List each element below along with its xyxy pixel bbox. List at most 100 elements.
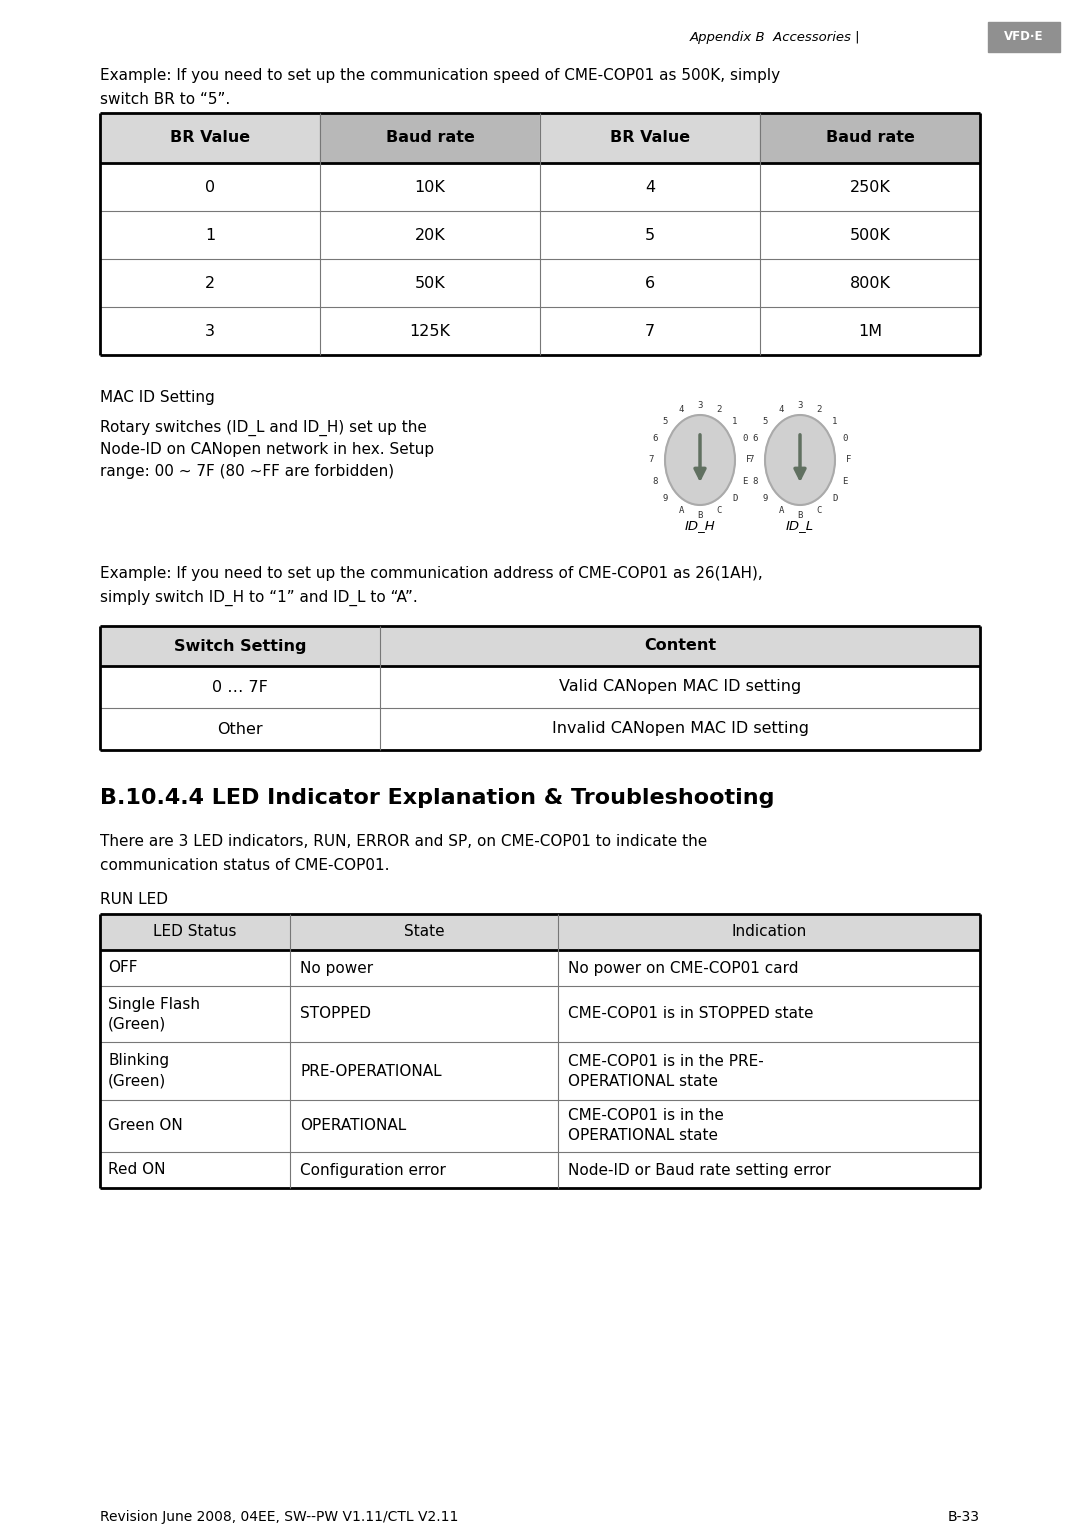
Text: D: D <box>732 494 738 503</box>
Text: 7: 7 <box>748 456 754 465</box>
Text: (Green): (Green) <box>108 1074 166 1089</box>
Text: There are 3 LED indicators, RUN, ERROR and SP, on CME-COP01 to indicate the: There are 3 LED indicators, RUN, ERROR a… <box>100 834 707 848</box>
Polygon shape <box>100 914 980 950</box>
Text: B-33: B-33 <box>948 1509 980 1523</box>
Text: 1: 1 <box>732 417 738 425</box>
Polygon shape <box>320 114 540 163</box>
Text: BR Value: BR Value <box>610 130 690 146</box>
Text: Red ON: Red ON <box>108 1163 165 1178</box>
Text: 125K: 125K <box>409 324 450 339</box>
Text: Invalid CANopen MAC ID setting: Invalid CANopen MAC ID setting <box>552 721 809 736</box>
Text: 800K: 800K <box>850 276 891 290</box>
Text: CME-COP01 is in STOPPED state: CME-COP01 is in STOPPED state <box>568 1006 813 1022</box>
Text: E: E <box>743 477 748 486</box>
Text: Blinking: Blinking <box>108 1054 170 1069</box>
Text: switch BR to “5”.: switch BR to “5”. <box>100 92 230 107</box>
Text: communication status of CME-COP01.: communication status of CME-COP01. <box>100 858 390 873</box>
Text: Valid CANopen MAC ID setting: Valid CANopen MAC ID setting <box>558 680 801 695</box>
Text: 4: 4 <box>779 405 784 414</box>
Text: 250K: 250K <box>850 179 890 195</box>
Text: (Green): (Green) <box>108 1017 166 1031</box>
Text: 2: 2 <box>816 405 822 414</box>
Text: range: 00 ~ 7F (80 ~FF are forbidden): range: 00 ~ 7F (80 ~FF are forbidden) <box>100 463 394 479</box>
Text: 0: 0 <box>743 434 748 443</box>
Text: 500K: 500K <box>850 227 890 242</box>
Text: RUN LED: RUN LED <box>100 891 168 907</box>
Text: 6: 6 <box>652 434 658 443</box>
Text: B: B <box>797 511 802 520</box>
Text: Example: If you need to set up the communication speed of CME-COP01 as 500K, sim: Example: If you need to set up the commu… <box>100 67 780 83</box>
Text: 8: 8 <box>652 477 658 486</box>
Text: OPERATIONAL: OPERATIONAL <box>300 1118 406 1134</box>
Text: Green ON: Green ON <box>108 1118 183 1134</box>
Text: 4: 4 <box>645 179 656 195</box>
Text: C: C <box>716 506 721 515</box>
Text: OPERATIONAL state: OPERATIONAL state <box>568 1074 718 1089</box>
Text: Revision June 2008, 04EE, SW--PW V1.11/CTL V2.11: Revision June 2008, 04EE, SW--PW V1.11/C… <box>100 1509 458 1523</box>
Text: 4: 4 <box>678 405 684 414</box>
Text: BR Value: BR Value <box>170 130 251 146</box>
Polygon shape <box>540 114 760 163</box>
Text: VFD·E: VFD·E <box>1004 31 1043 43</box>
Text: B.10.4.4 LED Indicator Explanation & Troubleshooting: B.10.4.4 LED Indicator Explanation & Tro… <box>100 788 774 808</box>
Text: D: D <box>832 494 837 503</box>
Text: ID_H: ID_H <box>685 518 715 532</box>
Text: Appendix B  Accessories |: Appendix B Accessories | <box>690 32 861 44</box>
Text: Indication: Indication <box>731 925 807 939</box>
Text: 0: 0 <box>842 434 848 443</box>
Text: C: C <box>816 506 822 515</box>
Text: LED Status: LED Status <box>153 925 237 939</box>
Text: 2: 2 <box>716 405 721 414</box>
Text: 3: 3 <box>698 400 703 410</box>
Text: 1M: 1M <box>858 324 882 339</box>
Polygon shape <box>760 114 980 163</box>
Text: Switch Setting: Switch Setting <box>174 638 307 653</box>
Text: 10K: 10K <box>415 179 445 195</box>
Text: 0: 0 <box>205 179 215 195</box>
Text: 5: 5 <box>645 227 656 242</box>
Text: Rotary switches (ID_L and ID_H) set up the: Rotary switches (ID_L and ID_H) set up t… <box>100 420 427 436</box>
Text: 0 … 7F: 0 … 7F <box>212 680 268 695</box>
Text: State: State <box>404 925 444 939</box>
Text: Other: Other <box>217 721 262 736</box>
Text: Baud rate: Baud rate <box>825 130 915 146</box>
Text: OPERATIONAL state: OPERATIONAL state <box>568 1129 718 1143</box>
Text: B: B <box>698 511 703 520</box>
Text: 1: 1 <box>205 227 215 242</box>
Text: No power on CME-COP01 card: No power on CME-COP01 card <box>568 960 798 976</box>
Text: Configuration error: Configuration error <box>300 1163 446 1178</box>
Text: 5: 5 <box>762 417 768 425</box>
Text: F: F <box>847 456 852 465</box>
Text: 7: 7 <box>648 456 653 465</box>
Text: Example: If you need to set up the communication address of CME-COP01 as 26(1AH): Example: If you need to set up the commu… <box>100 566 762 581</box>
Text: 3: 3 <box>797 400 802 410</box>
Polygon shape <box>100 114 320 163</box>
Text: STOPPED: STOPPED <box>300 1006 372 1022</box>
Text: 9: 9 <box>762 494 768 503</box>
Text: Content: Content <box>644 638 716 653</box>
Text: PRE-OPERATIONAL: PRE-OPERATIONAL <box>300 1063 442 1078</box>
Text: 2: 2 <box>205 276 215 290</box>
Text: A: A <box>779 506 784 515</box>
Text: 3: 3 <box>205 324 215 339</box>
Ellipse shape <box>765 416 835 505</box>
Text: No power: No power <box>300 960 373 976</box>
Text: 50K: 50K <box>415 276 445 290</box>
Text: ID_L: ID_L <box>786 518 814 532</box>
Text: 5: 5 <box>663 417 669 425</box>
Text: MAC ID Setting: MAC ID Setting <box>100 390 215 405</box>
Text: OFF: OFF <box>108 960 137 976</box>
Polygon shape <box>988 21 1059 52</box>
Text: 8: 8 <box>752 477 757 486</box>
Text: CME-COP01 is in the: CME-COP01 is in the <box>568 1109 724 1123</box>
Text: 1: 1 <box>832 417 837 425</box>
Text: Single Flash: Single Flash <box>108 997 200 1011</box>
Text: Node-ID or Baud rate setting error: Node-ID or Baud rate setting error <box>568 1163 831 1178</box>
Text: Node-ID on CANopen network in hex. Setup: Node-ID on CANopen network in hex. Setup <box>100 442 434 457</box>
Text: 20K: 20K <box>415 227 445 242</box>
Text: simply switch ID_H to “1” and ID_L to “A”.: simply switch ID_H to “1” and ID_L to “A… <box>100 591 418 606</box>
Text: A: A <box>678 506 684 515</box>
Text: 6: 6 <box>752 434 757 443</box>
Text: Baud rate: Baud rate <box>386 130 474 146</box>
Polygon shape <box>100 626 980 666</box>
